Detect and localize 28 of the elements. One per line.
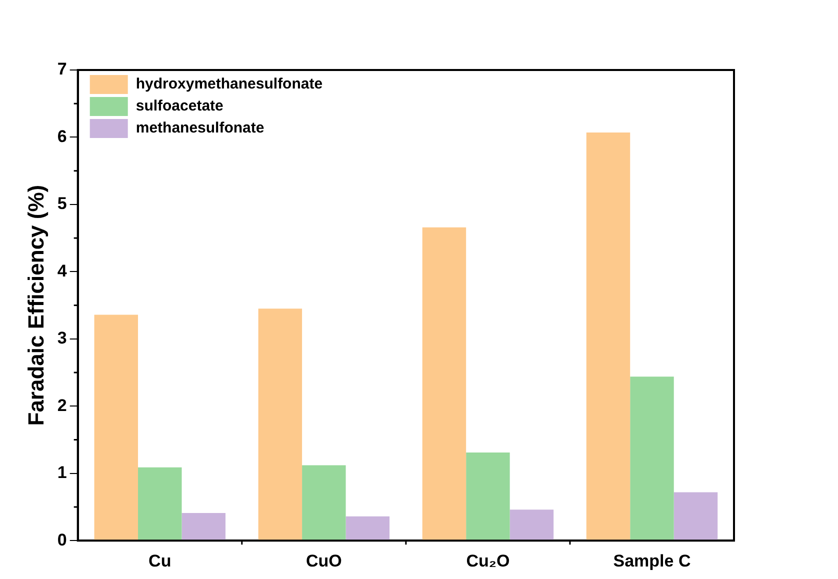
y-axis-title: Faradaic Efficiency (%) [23, 184, 48, 426]
x-tick-label: Sample C [613, 551, 691, 570]
legend-label: sulfoacetate [136, 98, 224, 115]
bar [674, 492, 718, 540]
y-tick-label: 5 [57, 194, 67, 214]
bar [138, 467, 182, 540]
x-tick-label: Cu₂O [466, 551, 510, 570]
y-tick-label: 0 [57, 530, 67, 550]
y-tick-label: 7 [57, 60, 67, 79]
bar [94, 314, 138, 540]
legend-label: hydroxymethanesulfonate [136, 76, 323, 93]
bar [182, 513, 226, 540]
bar [510, 510, 554, 540]
y-tick-label: 1 [57, 463, 67, 482]
y-tick-label: 4 [57, 261, 68, 280]
bar [586, 132, 630, 540]
bar [422, 227, 466, 540]
bar [258, 308, 302, 540]
bar [346, 516, 390, 540]
bar [630, 376, 674, 540]
bar [302, 465, 346, 540]
legend-label: methanesulfonate [136, 120, 264, 137]
x-tick-label: CuO [306, 551, 342, 570]
y-tick-label: 3 [57, 328, 67, 348]
y-tick-label: 6 [57, 126, 67, 146]
x-tick-label: Cu [148, 551, 172, 570]
y-tick-label: 2 [57, 396, 67, 415]
bar [466, 452, 510, 540]
